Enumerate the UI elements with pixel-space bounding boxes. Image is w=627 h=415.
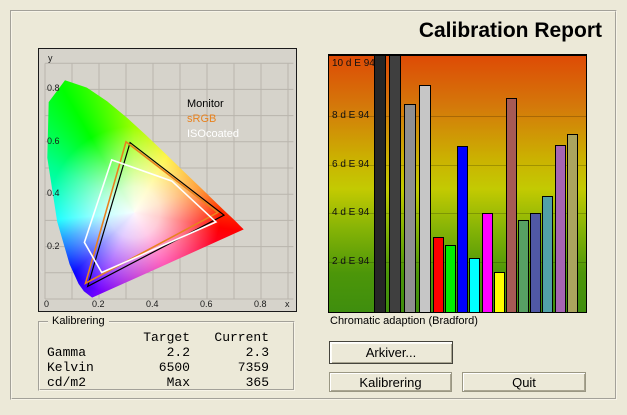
bar-gridline-8	[329, 116, 586, 118]
table-row-gamma-c2: 2.2	[166, 345, 190, 360]
bar-black	[374, 56, 386, 312]
table-row-cdm2-c3: 365	[245, 375, 269, 390]
y-tick-0.6: 0.6	[47, 135, 60, 146]
y-axis-letter: y	[48, 53, 53, 63]
y-tick-0.2: 0.2	[47, 240, 60, 251]
bar-tick-label-2: 2 d E 94	[332, 255, 370, 267]
bar-yellow	[494, 272, 505, 312]
legend-item-monitor: Monitor	[187, 98, 224, 110]
x-tick-0.4: 0.4	[146, 299, 159, 309]
bar-sea-green	[518, 220, 529, 312]
origin-tick: 0	[44, 299, 50, 309]
gamut-isocoated	[83, 158, 218, 274]
bar-tick-label-10: 10 d E 94	[332, 58, 375, 69]
bar-magenta	[482, 212, 493, 312]
table-row-kelvin-c1: Kelvin	[47, 360, 94, 375]
table-row-cdm2: cd/m2 Max 365	[40, 375, 293, 390]
calibration-table: Target Current Gamma 2.2 2.3 Kelvin 6500 7359 cd…	[40, 330, 293, 390]
x-tick-0.6: 0.6	[200, 299, 213, 309]
gamut-srgb	[84, 140, 220, 285]
table-row-kelvin: Kelvin 6500 7359	[40, 360, 293, 375]
x-tick-0.2: 0.2	[92, 299, 105, 309]
bar-slate-blue	[530, 212, 541, 312]
quit-button[interactable]: Quit	[462, 372, 586, 392]
gamut-legend: Monitor sRGB ISOcoated	[187, 97, 239, 142]
table-row-gamma-c1: Gamma	[47, 345, 87, 360]
bar-light-gray	[419, 84, 431, 312]
bar-brown	[506, 97, 517, 312]
table-row-kelvin-c3: 7359	[237, 360, 269, 375]
gamut-monitor	[86, 141, 226, 288]
bar-gray	[404, 103, 416, 312]
delta-e-bar-chart: 10 d E 94 8 d E 94 6 d E 94 4 d E 94 2 d E 9…	[328, 54, 587, 313]
table-header-row-c3: Current	[214, 330, 269, 345]
bar-blue	[457, 146, 468, 312]
table-row-cdm2-c2: Max	[166, 375, 190, 390]
bar-cyan	[469, 257, 480, 312]
bar-tick-label-6: 6 d E 94	[332, 158, 370, 170]
legend-item-isocoated: ISOcoated	[187, 128, 239, 140]
bar-tick-label-8: 8 d E 94	[332, 110, 370, 122]
bar-orchid	[555, 145, 566, 312]
table-row-gamma: Gamma 2.2 2.3	[40, 345, 293, 360]
x-tick-0.8: 0.8	[254, 299, 267, 309]
calibration-group-label: Kalibrering	[48, 315, 109, 327]
x-axis-letter: x	[285, 299, 290, 309]
bar-dark-gray	[389, 56, 401, 312]
table-row-cdm2-c1: cd/m2	[47, 375, 87, 390]
y-tick-0.4: 0.4	[47, 188, 60, 199]
table-row-gamma-c3: 2.3	[245, 345, 269, 360]
bar-red	[433, 236, 444, 312]
bar-green	[445, 245, 456, 312]
table-header-row-c1	[47, 330, 132, 345]
legend-item-srgb: sRGB	[187, 113, 217, 125]
chart-caption: Chromatic adaption (Bradford)	[330, 315, 478, 327]
bar-tick-label-4: 4 d E 94	[332, 207, 370, 219]
table-header-row: Target Current	[40, 330, 293, 345]
table-row-kelvin-c2: 6500	[158, 360, 190, 375]
window-inner-frame	[10, 10, 617, 400]
table-header-row-c2: Target	[143, 330, 190, 345]
bar-khaki	[567, 134, 578, 312]
page-title: Calibration Report	[418, 19, 602, 42]
bar-cadet-blue	[542, 195, 553, 312]
calibration-groupbox: Kalibrering Target Current Gamma 2.2 2.3 Kelv…	[38, 315, 295, 391]
cie-chromaticity-diagram: Monitor sRGB ISOcoated y 0.2 0.4 0.6 0.8 0 0.2 0.…	[38, 48, 297, 312]
gamut-triangles	[83, 140, 226, 288]
archive-button[interactable]: Arkiver...	[329, 341, 453, 364]
y-tick-0.8: 0.8	[47, 83, 60, 94]
calibrate-button[interactable]: Kalibrering	[329, 372, 452, 392]
